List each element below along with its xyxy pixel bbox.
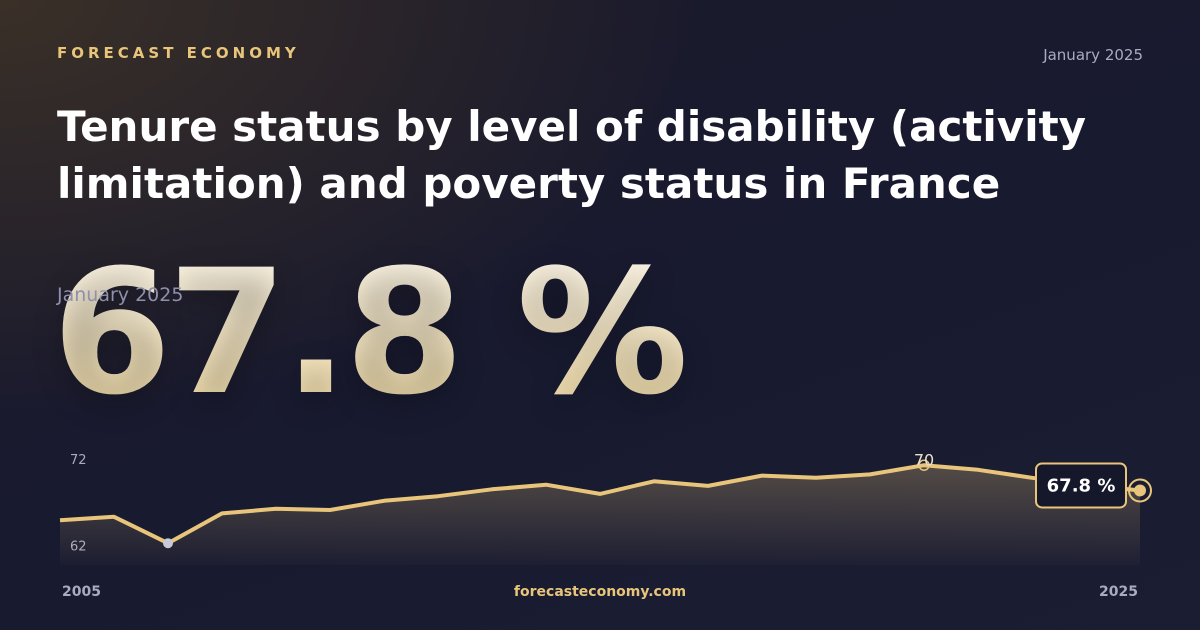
line [59,463,1141,546]
title: Tenure status by level of disability (ac… [57,102,1087,208]
value-badge [1035,462,1127,509]
value-label: 70 [914,451,934,470]
min-point [163,538,173,549]
x-tick-label: 2005 [62,584,101,600]
value-label: 67.8 % [1047,475,1116,496]
x-tick-label: 2025 [1099,584,1138,600]
date: January 2025 [1043,46,1143,64]
peak-point [918,459,930,471]
headline-value: 67.8 % [52,232,689,433]
y-tick-label: 72 [70,453,87,468]
end-point [1134,484,1146,497]
footer: forecasteconomy.com [514,584,686,600]
area [60,465,1140,565]
headline-date: January 2025 [57,284,184,306]
end-ring [1128,478,1152,503]
brand: FORECAST ECONOMY [57,44,300,62]
